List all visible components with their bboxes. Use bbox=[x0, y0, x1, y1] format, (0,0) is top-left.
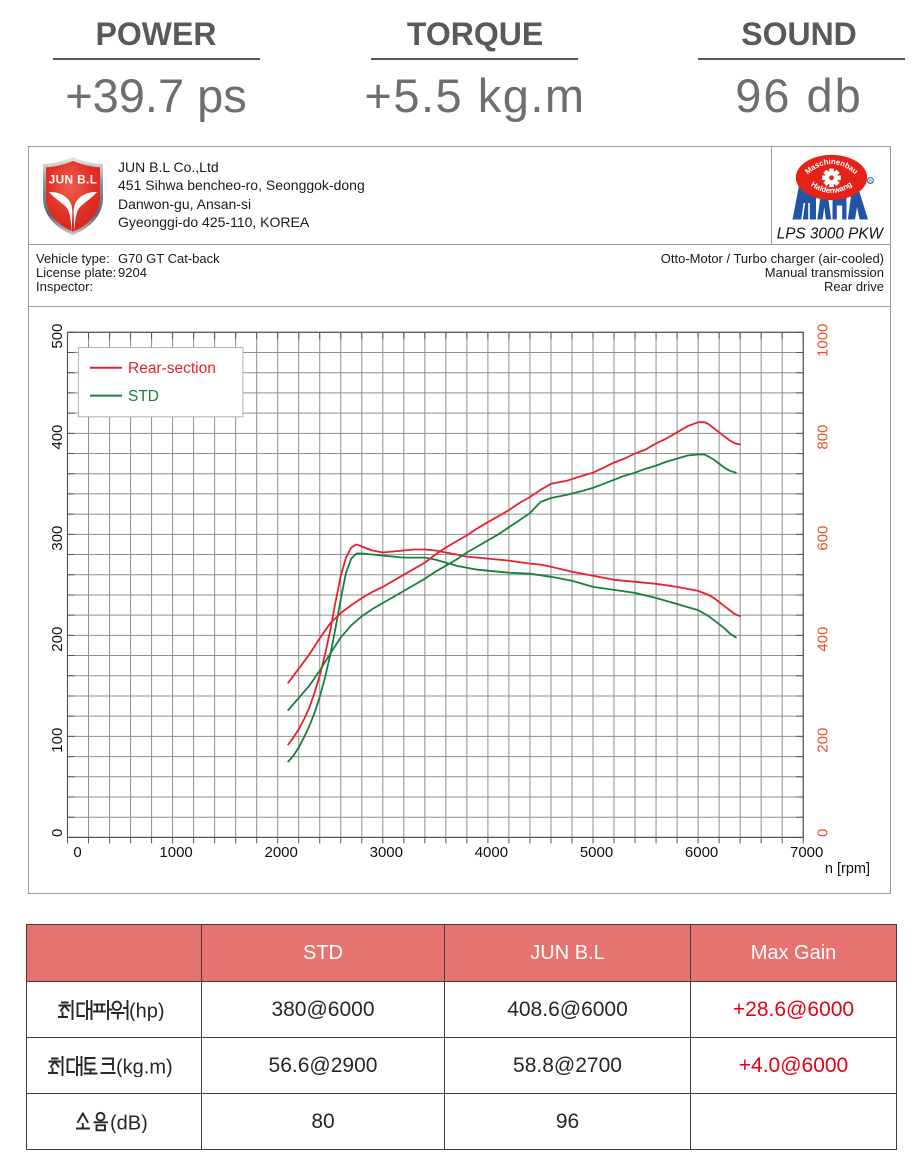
svg-text:n [rpm]: n [rpm] bbox=[825, 861, 870, 877]
svg-text:7000: 7000 bbox=[790, 844, 823, 861]
svg-text:1000: 1000 bbox=[815, 324, 832, 357]
svg-text:Haldenwang: Haldenwang bbox=[809, 179, 853, 195]
svg-text:0: 0 bbox=[815, 829, 832, 837]
svg-text:500: 500 bbox=[49, 324, 66, 349]
svg-text:4000: 4000 bbox=[475, 844, 508, 861]
svg-text:STD: STD bbox=[128, 388, 159, 405]
svg-text:800: 800 bbox=[815, 425, 832, 450]
svg-text:0: 0 bbox=[73, 844, 81, 861]
svg-text:400: 400 bbox=[815, 627, 832, 652]
svg-text:200: 200 bbox=[49, 627, 66, 652]
svg-text:LPS 3000 PKW: LPS 3000 PKW bbox=[777, 226, 885, 243]
svg-text:5000: 5000 bbox=[580, 844, 613, 861]
svg-text:(hp): (hp) bbox=[129, 1000, 165, 1021]
svg-text:600: 600 bbox=[815, 526, 832, 551]
svg-text:Rear-section: Rear-section bbox=[128, 360, 216, 377]
svg-text:3000: 3000 bbox=[370, 844, 403, 861]
svg-text:0: 0 bbox=[49, 829, 66, 837]
svg-text:100: 100 bbox=[49, 728, 66, 753]
svg-text:300: 300 bbox=[49, 526, 66, 551]
svg-text:JUN B.L: JUN B.L bbox=[49, 173, 98, 187]
svg-text:R: R bbox=[869, 179, 872, 184]
svg-text:6000: 6000 bbox=[685, 844, 718, 861]
svg-text:2000: 2000 bbox=[265, 844, 298, 861]
svg-text:(kg.m): (kg.m) bbox=[116, 1056, 173, 1077]
svg-text:400: 400 bbox=[49, 425, 66, 450]
svg-text:1000: 1000 bbox=[159, 844, 192, 861]
svg-text:200: 200 bbox=[815, 728, 832, 753]
svg-text:(dB): (dB) bbox=[110, 1112, 148, 1133]
